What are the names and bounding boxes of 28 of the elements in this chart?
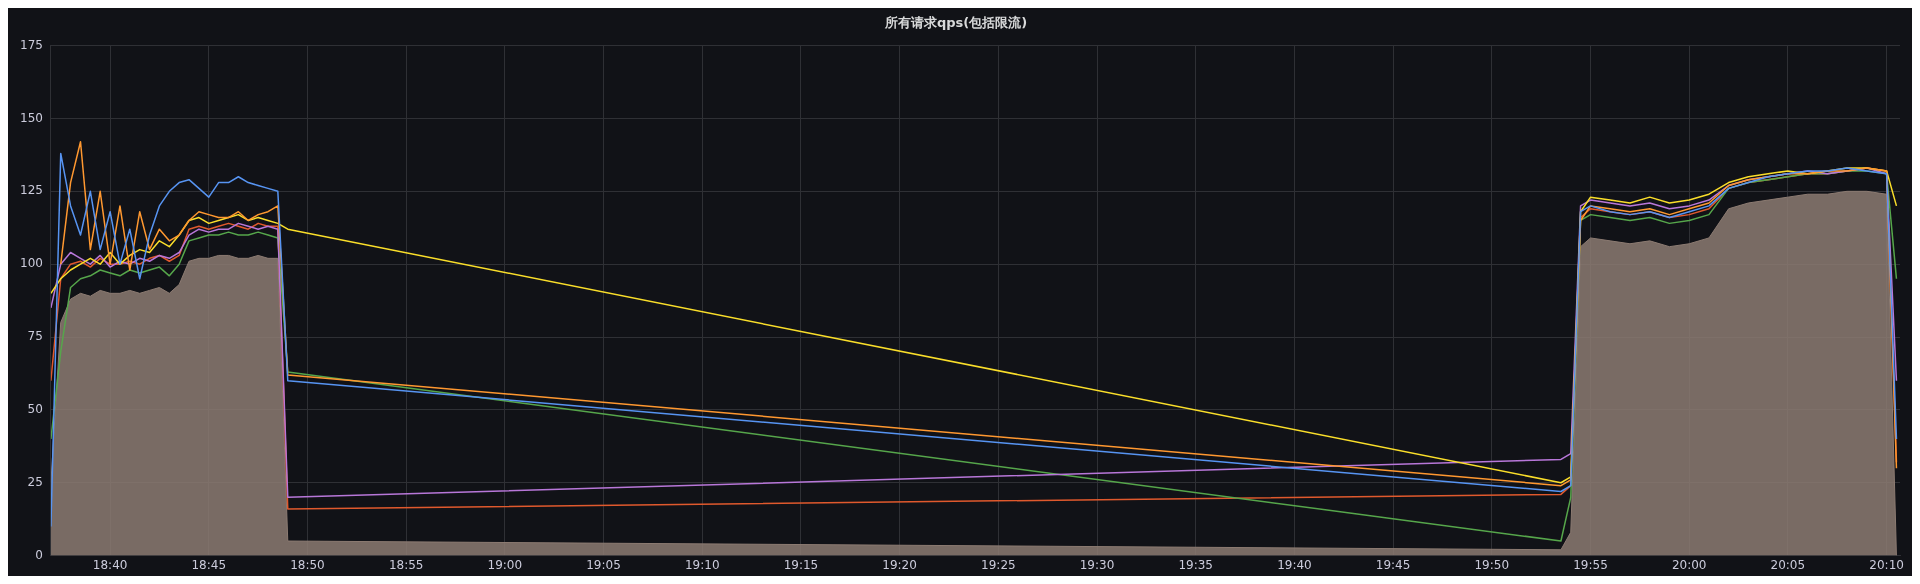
x-tick-label: 18:55 <box>388 557 424 572</box>
y-tick-label: 0 <box>35 547 43 562</box>
x-tick-label: 20:10 <box>1869 557 1904 572</box>
x-tick-label: 19:40 <box>1277 557 1312 572</box>
x-tick-label: 18:40 <box>92 557 128 572</box>
x-tick-label: 19:30 <box>1079 557 1115 572</box>
x-tick-label: 19:20 <box>882 557 917 572</box>
x-tick-label: 19:00 <box>487 557 523 572</box>
x-tick-label: 19:45 <box>1375 557 1411 572</box>
y-tick-label: 125 <box>20 183 43 198</box>
x-tick-label: 18:45 <box>191 557 227 572</box>
y-tick-label: 50 <box>27 402 43 417</box>
x-tick-label: 19:05 <box>586 557 621 572</box>
x-tick-label: 19:35 <box>1178 557 1213 572</box>
y-tick-label: 75 <box>27 329 43 344</box>
y-tick-label: 100 <box>20 256 43 271</box>
x-tick-label: 19:25 <box>981 557 1016 572</box>
x-tick-label: 20:00 <box>1671 557 1707 572</box>
y-tick-label: 25 <box>27 474 43 489</box>
x-tick-label: 19:15 <box>783 557 819 572</box>
x-tick-label: 19:50 <box>1474 557 1510 572</box>
chart-title: 所有请求qps(包括限流) <box>883 15 1028 31</box>
y-tick-label: 150 <box>20 110 43 125</box>
x-tick-label: 19:10 <box>684 557 720 572</box>
x-tick-label: 20:05 <box>1770 557 1806 572</box>
x-tick-label: 19:55 <box>1573 557 1608 572</box>
y-tick-label: 175 <box>20 37 43 52</box>
x-tick-label: 18:50 <box>290 557 325 572</box>
